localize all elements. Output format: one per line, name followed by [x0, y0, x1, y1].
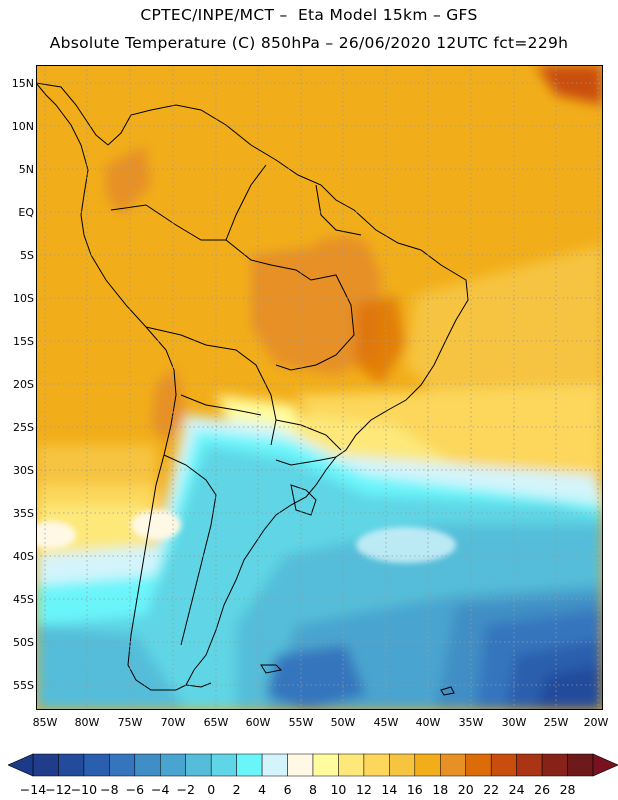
colorbar-swatch	[287, 753, 314, 777]
colorbar-swatch	[389, 753, 416, 777]
lon-label: 35W	[459, 716, 484, 729]
lat-label: 5N	[19, 163, 34, 176]
colorbar-swatches	[32, 753, 594, 777]
lon-label: 85W	[33, 716, 58, 729]
colorbar-swatch	[363, 753, 390, 777]
colorbar-swatch	[160, 753, 186, 777]
colorbar-label: 28	[560, 782, 576, 797]
colorbar-swatch	[109, 753, 136, 777]
lat-label: 40S	[13, 550, 34, 563]
colorbar-swatch	[185, 753, 212, 777]
colorbar-label: −10	[71, 782, 97, 797]
lat-label: 10N	[12, 120, 34, 133]
colorbar-label: 12	[356, 782, 372, 797]
lon-label: 40W	[416, 716, 441, 729]
lat-label: 45S	[13, 593, 34, 606]
lon-label: 30W	[502, 716, 527, 729]
colorbar-label: −8	[100, 782, 118, 797]
coastline-borders	[36, 82, 469, 696]
colorbar-swatch	[516, 753, 543, 777]
colorbar-over-arrow	[592, 753, 618, 777]
temperature-field	[36, 65, 603, 710]
map-title-line1: CPTEC/INPE/MCT – Eta Model 15km – GFS	[140, 6, 478, 24]
lat-label: 55S	[13, 679, 34, 692]
graticule	[36, 65, 603, 710]
colorbar-label: 14	[381, 782, 397, 797]
map-title-line2: Absolute Temperature (C) 850hPa – 26/06/…	[49, 34, 569, 52]
colorbar: −14 −12 −10 −8 −6 −4 −2 0 2 4 6 8 10 12 14 16 18 20 22 24 26…	[8, 753, 618, 797]
colorbar-swatch	[414, 753, 441, 777]
colorbar-label: 0	[207, 782, 215, 797]
lon-label: 50W	[331, 716, 356, 729]
colorbar-label: 4	[258, 782, 266, 797]
colorbar-swatch	[58, 753, 85, 777]
colorbar-label: −2	[177, 782, 195, 797]
colorbar-label: 16	[407, 782, 423, 797]
colorbar-label: 24	[509, 782, 525, 797]
colorbar-swatch	[134, 753, 161, 777]
lon-label: 20W	[584, 716, 609, 729]
lon-label: 70W	[161, 716, 186, 729]
colorbar-label: 26	[534, 782, 550, 797]
colorbar-label: −4	[151, 782, 169, 797]
colorbar-under-arrow	[8, 753, 34, 777]
colorbar-swatch	[440, 753, 466, 777]
colorbar-label: 20	[458, 782, 474, 797]
lat-label: 15N	[12, 77, 34, 90]
lon-label: 65W	[204, 716, 229, 729]
lat-label: 5S	[20, 249, 34, 262]
longitude-labels: 85W 80W 75W 70W 65W 60W 55W 50W 45W 40W …	[33, 716, 609, 729]
colorbar-swatch	[83, 753, 110, 777]
colorbar-label: 22	[483, 782, 499, 797]
map-frame	[36, 65, 603, 710]
lat-label: 15S	[13, 335, 34, 348]
colorbar-swatch	[567, 753, 594, 777]
colorbar-swatch	[261, 753, 288, 777]
lat-label: EQ	[18, 206, 34, 219]
temperature-map	[36, 65, 603, 710]
colorbar-label: 2	[233, 782, 241, 797]
colorbar-label: −6	[126, 782, 144, 797]
colorbar-swatch	[541, 753, 568, 777]
colorbar-label: 6	[284, 782, 292, 797]
colorbar-label: 8	[309, 782, 317, 797]
latitude-labels: 15N 10N 5N EQ 5S 10S 15S 20S 25S 30S 35S…	[12, 77, 35, 692]
colorbar-label: −12	[45, 782, 71, 797]
colorbar-label: 18	[432, 782, 448, 797]
colorbar-swatch	[236, 753, 263, 777]
lon-label: 80W	[75, 716, 100, 729]
lat-label: 50S	[13, 636, 34, 649]
colorbar-label: 10	[330, 782, 346, 797]
colorbar-swatch	[32, 753, 59, 777]
colorbar-swatch	[210, 753, 237, 777]
lon-label: 75W	[118, 716, 143, 729]
colorbar-labels: −14 −12 −10 −8 −6 −4 −2 0 2 4 6 8 10 12 14 16 18 20 22 24 26…	[20, 782, 576, 797]
lat-label: 10S	[13, 292, 34, 305]
colorbar-label: −14	[20, 782, 46, 797]
lon-label: 60W	[246, 716, 271, 729]
lat-label: 30S	[13, 464, 34, 477]
colorbar-swatch	[338, 753, 365, 777]
lon-label: 45W	[374, 716, 399, 729]
colorbar-swatch	[490, 753, 517, 777]
lon-label: 55W	[289, 716, 314, 729]
lat-label: 20S	[13, 378, 34, 391]
lat-label: 35S	[13, 507, 34, 520]
lon-label: 25W	[544, 716, 569, 729]
lat-label: 25S	[13, 421, 34, 434]
colorbar-swatch	[312, 753, 339, 777]
colorbar-swatch	[465, 753, 492, 777]
